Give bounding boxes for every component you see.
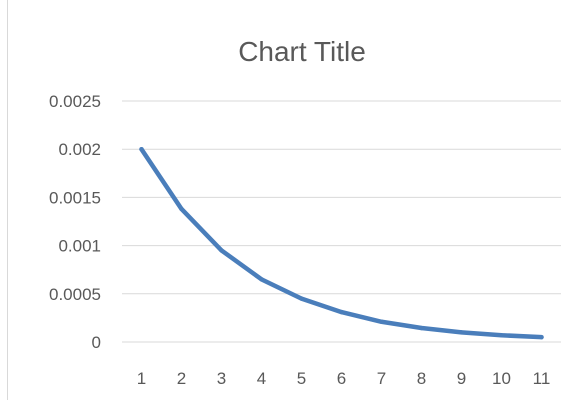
data-point bbox=[339, 309, 344, 315]
x-tick-label: 9 bbox=[457, 369, 466, 388]
data-point bbox=[299, 296, 304, 301]
x-tick-label: 5 bbox=[297, 369, 306, 388]
x-axis-tick-labels: 1 2 3 4 5 6 7 8 9 10 11 bbox=[137, 369, 551, 388]
x-tick-label: 6 bbox=[337, 369, 346, 388]
series-line bbox=[139, 146, 544, 340]
x-tick-label: 10 bbox=[492, 369, 511, 388]
data-point bbox=[259, 277, 264, 282]
x-tick-label: 8 bbox=[417, 369, 426, 388]
data-point bbox=[219, 248, 224, 253]
data-point bbox=[539, 334, 544, 340]
y-tick-label: 0.0005 bbox=[49, 285, 101, 304]
data-point bbox=[499, 333, 504, 338]
gridlines bbox=[122, 100, 561, 343]
x-tick-label: 2 bbox=[177, 369, 186, 388]
series-group bbox=[139, 146, 544, 340]
data-point bbox=[379, 319, 384, 324]
y-tick-label: 0 bbox=[92, 333, 101, 352]
x-tick-label: 1 bbox=[137, 369, 146, 388]
x-tick-label: 11 bbox=[533, 369, 551, 388]
x-tick-label: 7 bbox=[377, 369, 386, 388]
y-tick-label: 0.001 bbox=[58, 237, 101, 256]
y-tick-label: 0.0015 bbox=[49, 188, 101, 207]
y-axis-tick-labels: 0 0.0005 0.001 0.0015 0.002 0.0025 bbox=[49, 92, 101, 352]
y-tick-label: 0.0025 bbox=[49, 92, 101, 111]
data-point bbox=[139, 147, 144, 152]
chart-frame-border bbox=[7, 0, 8, 400]
data-point bbox=[419, 325, 424, 331]
data-point bbox=[459, 330, 464, 335]
y-tick-label: 0.002 bbox=[58, 140, 101, 159]
x-tick-label: 3 bbox=[217, 369, 226, 388]
x-tick-label: 4 bbox=[257, 369, 266, 388]
data-point bbox=[179, 206, 184, 212]
chart-title: Chart Title bbox=[238, 36, 366, 67]
